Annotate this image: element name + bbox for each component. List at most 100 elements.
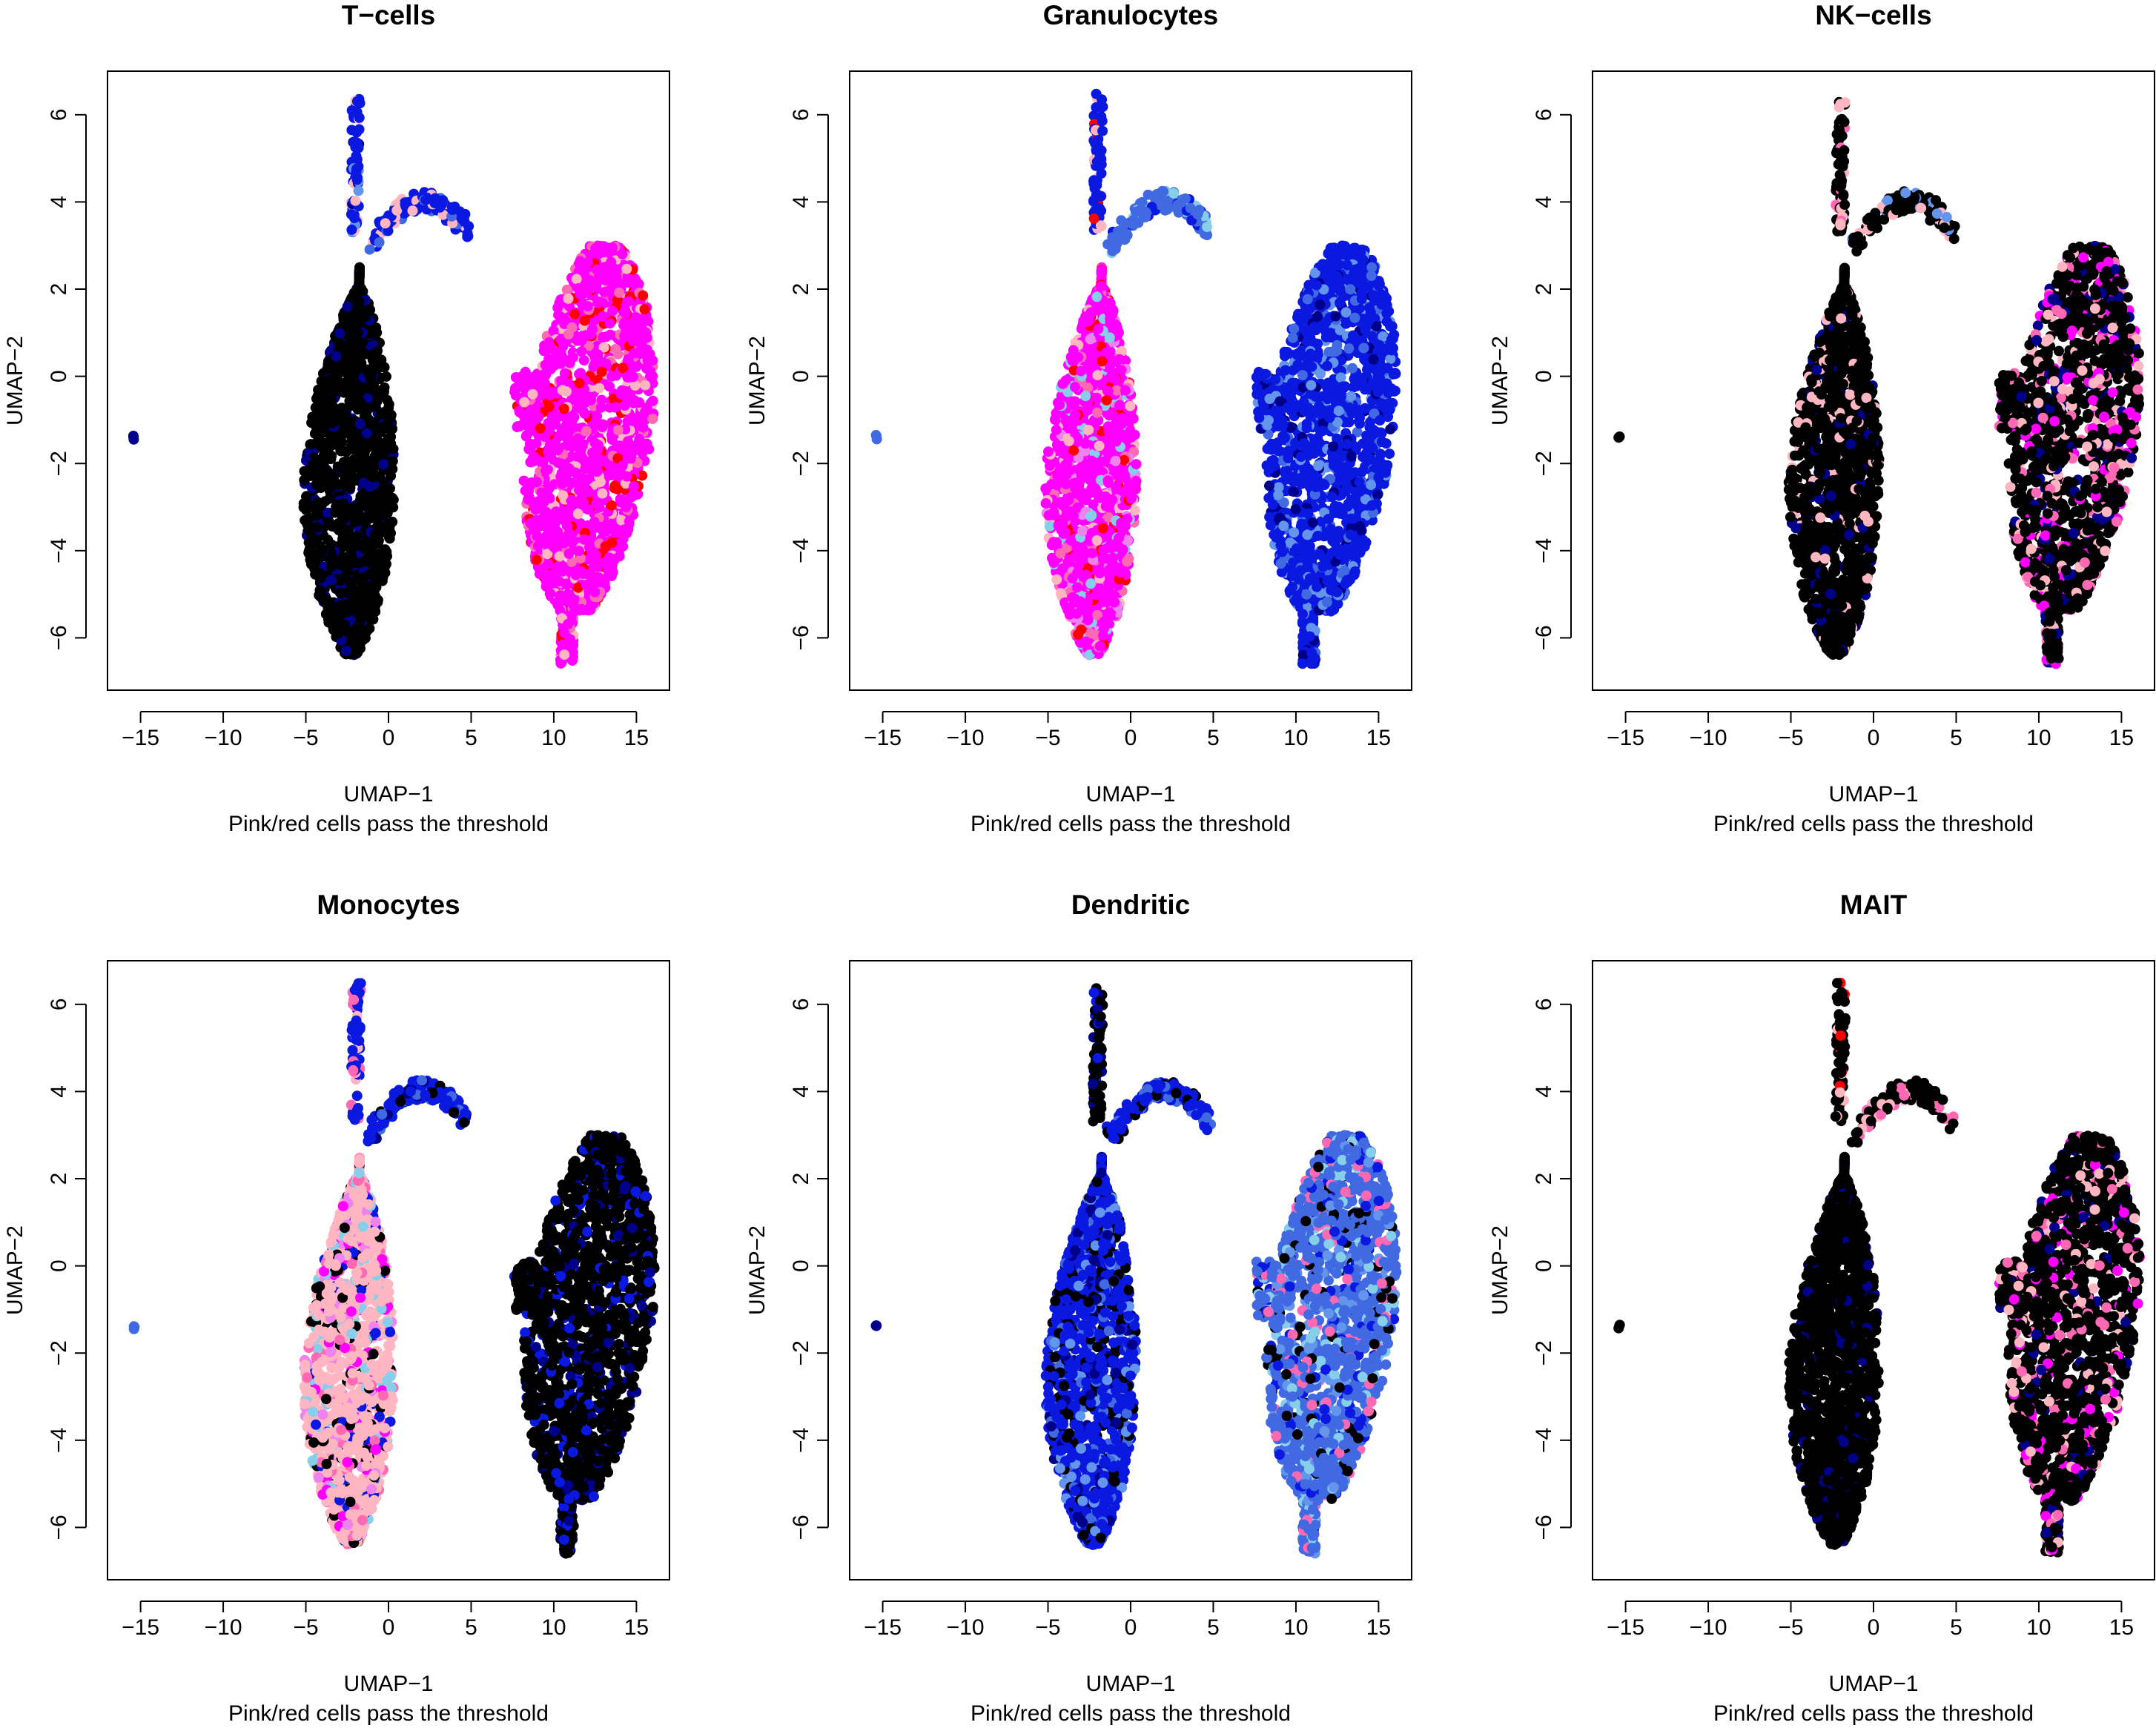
scatter-point	[355, 614, 366, 625]
scatter-point	[1329, 500, 1340, 512]
scatter-point	[589, 552, 601, 563]
scatter-point	[576, 346, 587, 357]
scatter-point	[592, 440, 604, 451]
scatter-point	[575, 368, 586, 379]
y-tick-label: 4	[47, 196, 71, 208]
scatter-point	[1345, 284, 1356, 295]
scatter-point	[1295, 451, 1306, 463]
scatter-point	[555, 595, 566, 606]
scatter-point	[632, 437, 644, 448]
scatter-point	[349, 639, 360, 650]
scatter-point	[639, 304, 650, 315]
x-tick-label: 15	[624, 726, 649, 750]
scatter-point	[599, 287, 609, 297]
scatter-point	[563, 618, 574, 629]
scatter-point	[1339, 474, 1350, 486]
scatter-point	[1360, 537, 1372, 548]
scatter-point	[299, 474, 310, 486]
scatter-point	[447, 205, 458, 215]
scatter-point	[334, 328, 345, 339]
scatter-point	[1315, 299, 1326, 310]
scatter-point	[574, 377, 585, 388]
scatter-point	[340, 587, 351, 598]
scatter-point	[549, 568, 560, 579]
scatter-point	[621, 471, 632, 482]
scatter-point	[1292, 592, 1303, 603]
scatter-point	[627, 371, 638, 383]
scatter-point	[1314, 400, 1324, 411]
scatter-point	[372, 538, 383, 549]
scatter-point	[542, 464, 553, 475]
scatter-point	[1305, 388, 1316, 400]
scatter-point	[523, 484, 534, 495]
scatter-point	[340, 411, 351, 423]
scatter-point	[546, 388, 558, 398]
scatter-point	[614, 287, 625, 298]
scatter-point	[619, 524, 630, 535]
scatter-point	[349, 507, 360, 518]
scatter-point	[1298, 397, 1309, 408]
scatter-point	[621, 263, 632, 274]
scatter-point	[355, 623, 366, 634]
y-tick-label: −4	[47, 538, 71, 563]
scatter-point	[313, 410, 324, 421]
scatter-point	[620, 308, 631, 319]
scatter-point	[436, 199, 447, 211]
plot-frame	[107, 70, 670, 691]
scatter-point	[576, 335, 587, 346]
scatter-point	[583, 474, 594, 485]
scatter-point	[360, 443, 371, 454]
scatter-point	[352, 327, 363, 338]
scatter-point	[341, 645, 352, 656]
scatter-point	[561, 578, 572, 589]
scatter-point	[596, 366, 607, 377]
scatter-point	[377, 522, 388, 532]
scatter-point	[386, 470, 397, 481]
scatter-point	[617, 460, 628, 471]
scatter-point	[342, 426, 353, 437]
scatter-point	[335, 600, 346, 611]
scatter-point	[605, 329, 615, 340]
scatter-point	[558, 490, 569, 501]
y-tick-label: 0	[47, 370, 71, 383]
scatter-point	[618, 363, 629, 374]
y-tick-label: −6	[47, 625, 71, 650]
scatter-point	[328, 477, 340, 487]
scatter-point	[585, 604, 596, 615]
scatter-point	[578, 569, 589, 579]
scatter-point	[340, 619, 351, 630]
scatter-point	[309, 563, 320, 574]
scatter-point	[581, 426, 592, 437]
scatter-point	[1381, 316, 1392, 327]
scatter-point	[605, 466, 615, 477]
x-axis-label: UMAP−1	[344, 782, 434, 807]
scatter-point	[369, 503, 380, 514]
panel-title: Granulocytes	[1043, 0, 1218, 30]
scatter-point	[1289, 323, 1300, 334]
scatter-point	[343, 457, 354, 467]
scatter-point	[1307, 517, 1318, 528]
scatter-point	[1287, 377, 1298, 388]
scatter-point	[1297, 609, 1308, 620]
scatter-point	[534, 569, 545, 580]
scatter-point	[1289, 527, 1300, 538]
scatter-point	[371, 327, 383, 338]
scatter-point	[349, 400, 360, 411]
scatter-point	[1332, 340, 1343, 351]
scatter-point	[619, 400, 630, 411]
scatter-point	[346, 125, 357, 136]
scatter-point	[371, 346, 383, 357]
scatter-point	[563, 293, 574, 304]
scatter-point	[1285, 471, 1296, 483]
scatter-point	[623, 354, 634, 365]
scatter-point	[589, 359, 600, 370]
scatter-point	[359, 572, 369, 583]
scatter-point	[594, 383, 605, 394]
scatter-point	[377, 575, 388, 586]
scatter-point	[350, 142, 361, 153]
scatter-point	[369, 601, 380, 612]
scatter-point	[581, 580, 592, 591]
panel-1: T−cells−15 −10 −5 0 5 10 15−6−4−20246UMAP−1Pin…	[3, 0, 670, 836]
